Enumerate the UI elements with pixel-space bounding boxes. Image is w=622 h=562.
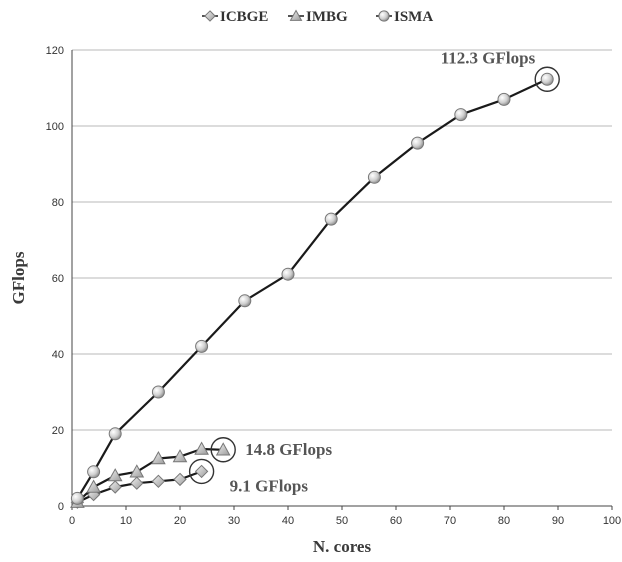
legend-item-icbge: ICBGE	[202, 9, 268, 25]
x-tick-label: 0	[69, 515, 75, 527]
data-point-isma	[87, 465, 101, 479]
data-point-icbge	[108, 480, 122, 494]
data-point-imbg	[107, 468, 123, 482]
highlight-ring	[188, 458, 215, 485]
annotation-label: 14.8 GFlops	[245, 440, 332, 459]
highlight-ring	[534, 66, 560, 92]
data-point-isma	[151, 385, 165, 399]
legend-marker	[204, 10, 216, 22]
legend: ICBGE IMBG ISMA	[202, 9, 433, 25]
x-tick-label: 40	[282, 515, 294, 527]
legend-marker	[289, 9, 303, 21]
series-layer	[70, 72, 554, 509]
x-tick-label: 70	[444, 515, 456, 527]
data-point-isma	[411, 136, 425, 150]
data-point-icbge	[151, 474, 166, 489]
legend-item-isma: ISMA	[376, 9, 433, 25]
data-point-isma	[497, 92, 511, 106]
y-tick-label: 0	[58, 501, 64, 513]
legend-label: ISMA	[394, 9, 433, 25]
y-tick-label: 80	[52, 197, 64, 209]
y-tick-label: 20	[52, 425, 64, 437]
x-tick-label: 90	[552, 515, 564, 527]
x-tick-label: 10	[120, 515, 132, 527]
x-tick-label: 20	[174, 515, 186, 527]
annotation-label: 9.1 GFlops	[230, 476, 309, 495]
data-point-isma	[454, 108, 468, 122]
legend-marker	[378, 10, 390, 22]
data-point-isma	[540, 72, 554, 86]
legend-label: IMBG	[306, 9, 348, 25]
data-point-imbg	[86, 479, 101, 493]
y-tick-label: 120	[46, 45, 64, 57]
x-axis-title: N. cores	[313, 537, 372, 556]
data-point-icbge	[130, 476, 144, 490]
highlight-ring	[210, 437, 236, 463]
data-point-imbg	[129, 464, 145, 478]
series-isma	[70, 72, 554, 505]
y-axis-title: GFlops	[9, 251, 28, 304]
axes	[71, 50, 613, 510]
tick-labels: 0 20 40 60 80 100 120 0 10 20 30 40 50 60 70 80 90 100	[46, 45, 622, 527]
series-line-isma	[76, 78, 548, 499]
data-point-isma	[195, 339, 209, 353]
data-point-isma	[108, 427, 122, 441]
data-point-isma	[367, 170, 381, 184]
data-point-isma	[324, 212, 338, 226]
data-point-isma	[281, 267, 295, 281]
annotations: 112.3 GFlops 14.8 GFlops 9.1 GFlops	[188, 48, 560, 495]
legend-label: ICBGE	[220, 9, 268, 25]
y-tick-label: 40	[52, 349, 64, 361]
x-tick-label: 50	[336, 515, 348, 527]
annotation-label: 112.3 GFlops	[441, 48, 536, 67]
x-tick-label: 80	[498, 515, 510, 527]
data-point-icbge	[173, 472, 187, 487]
data-point-imbg	[215, 442, 231, 456]
data-point-imbg	[194, 441, 209, 455]
gridlines	[72, 49, 612, 431]
x-tick-label: 60	[390, 515, 402, 527]
data-point-isma	[70, 491, 84, 505]
data-point-imbg	[151, 450, 166, 465]
legend-item-imbg: IMBG	[288, 9, 348, 25]
y-tick-label: 100	[46, 121, 64, 133]
x-tick-label: 100	[603, 515, 621, 527]
y-tick-label: 60	[52, 273, 64, 285]
x-tick-label: 30	[228, 515, 240, 527]
data-point-icbge	[194, 464, 209, 479]
data-point-isma	[238, 294, 252, 308]
data-point-imbg	[172, 449, 188, 463]
